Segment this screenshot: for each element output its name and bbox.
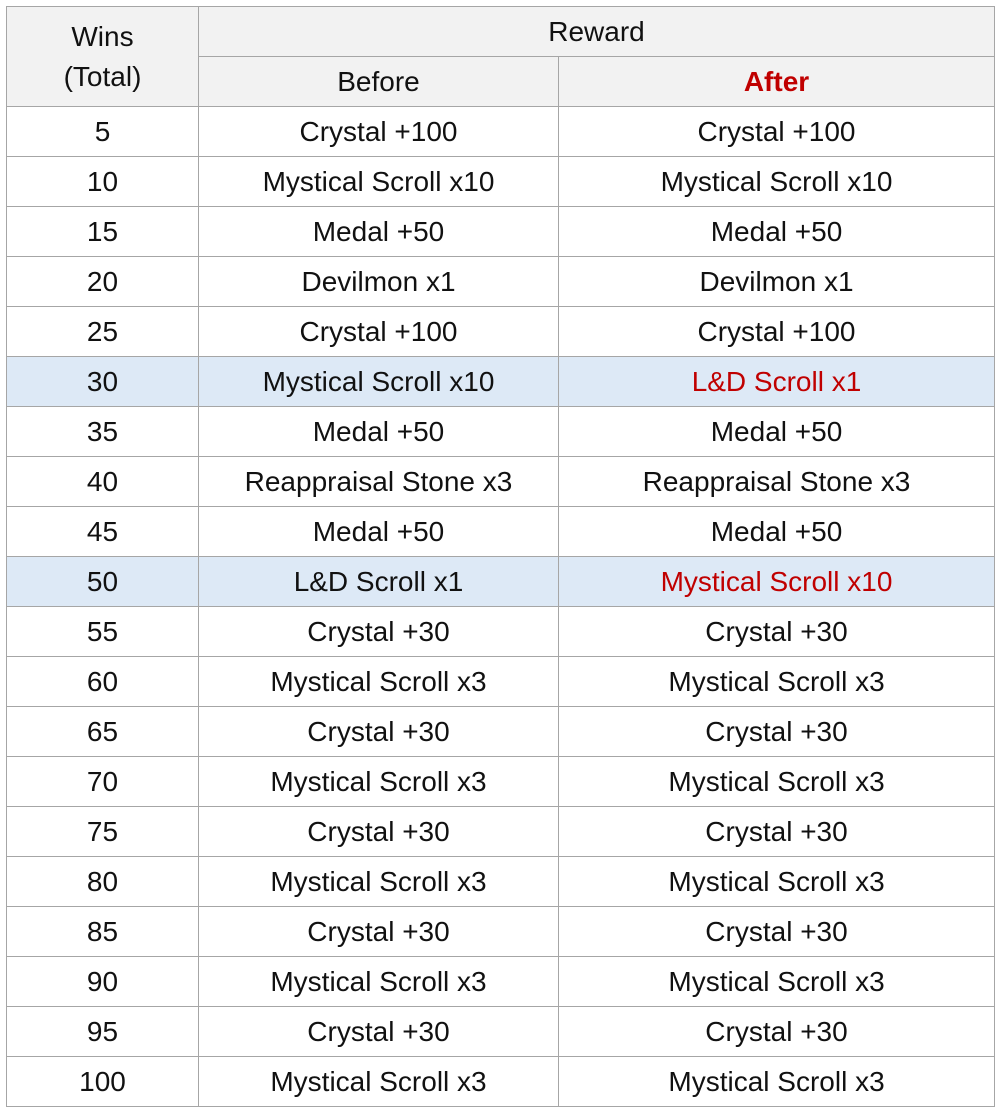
table-row: 60 Mystical Scroll x3 Mystical Scroll x3 — [6, 656, 996, 707]
table-row: 95 Crystal +30 Crystal +30 — [6, 1006, 996, 1057]
wins-cell: 30 — [6, 356, 199, 407]
table-row: 85 Crystal +30 Crystal +30 — [6, 906, 996, 957]
wins-cell: 70 — [6, 756, 199, 807]
before-cell: Crystal +30 — [198, 806, 559, 857]
wins-cell: 80 — [6, 856, 199, 907]
after-cell: Mystical Scroll x3 — [557, 756, 996, 807]
after-cell: Mystical Scroll x3 — [557, 656, 996, 707]
after-cell: Medal +50 — [557, 206, 996, 257]
before-cell: Mystical Scroll x3 — [198, 656, 559, 707]
table-row: 10 Mystical Scroll x10 Mystical Scroll x10 — [6, 156, 996, 207]
before-cell: Medal +50 — [198, 506, 559, 557]
wins-cell: 45 — [6, 506, 199, 557]
table-row: 50 L&D Scroll x1 Mystical Scroll x10 — [6, 556, 996, 607]
wins-cell: 40 — [6, 456, 199, 507]
after-cell: Crystal +30 — [557, 706, 996, 757]
header-row: Wins (Total) Reward — [6, 6, 996, 107]
wins-cell: 90 — [6, 956, 199, 1007]
before-cell: Medal +50 — [198, 406, 559, 457]
wins-cell: 95 — [6, 1006, 199, 1057]
before-cell: Reappraisal Stone x3 — [198, 456, 559, 507]
wins-cell: 75 — [6, 806, 199, 857]
before-cell: Mystical Scroll x10 — [198, 156, 559, 207]
after-cell: Devilmon x1 — [557, 256, 996, 307]
reward-header: Reward — [197, 6, 996, 57]
before-cell: Crystal +100 — [198, 306, 559, 357]
wins-cell: 85 — [6, 906, 199, 957]
wins-cell: 5 — [6, 106, 199, 157]
after-cell: Crystal +100 — [557, 106, 996, 157]
after-cell: Crystal +30 — [557, 906, 996, 957]
after-cell: Mystical Scroll x3 — [557, 856, 996, 907]
table-header: Wins (Total) Reward Before After — [6, 6, 996, 107]
after-cell: Medal +50 — [557, 406, 996, 457]
wins-cell: 25 — [6, 306, 199, 357]
table-body: 5 Crystal +100 Crystal +100 10 Mystical Scro… — [6, 106, 996, 1107]
after-cell: Medal +50 — [557, 506, 996, 557]
table-row: 45 Medal +50 Medal +50 — [6, 506, 996, 557]
header-row: Before After — [7, 56, 996, 107]
wins-cell: 50 — [6, 556, 199, 607]
before-cell: Crystal +30 — [198, 606, 559, 657]
table-row: 40 Reappraisal Stone x3 Reappraisal Stone … — [6, 456, 996, 507]
table-row: 15 Medal +50 Medal +50 — [6, 206, 996, 257]
table-row: 20 Devilmon x1 Devilmon x1 — [6, 256, 996, 307]
after-cell: Crystal +100 — [557, 306, 996, 357]
after-cell: Crystal +30 — [557, 606, 996, 657]
before-cell: Crystal +30 — [198, 906, 559, 957]
table-row: 90 Mystical Scroll x3 Mystical Scroll x3 — [6, 956, 996, 1007]
before-cell: Crystal +30 — [198, 706, 559, 757]
after-cell: Mystical Scroll x10 — [557, 556, 996, 607]
after-cell: Crystal +30 — [557, 1006, 996, 1057]
table-row: 25 Crystal +100 Crystal +100 — [6, 306, 996, 357]
table-row: 35 Medal +50 Medal +50 — [6, 406, 996, 457]
after-cell: Mystical Scroll x10 — [557, 156, 996, 207]
before-cell: Mystical Scroll x10 — [198, 356, 559, 407]
after-cell: Crystal +30 — [557, 806, 996, 857]
after-cell: Reappraisal Stone x3 — [557, 456, 996, 507]
before-cell: Devilmon x1 — [198, 256, 559, 307]
wins-cell: 20 — [6, 256, 199, 307]
after-cell: L&D Scroll x1 — [557, 356, 996, 407]
table-row: 100 Mystical Scroll x3 Mystical Scroll x3 — [6, 1056, 996, 1107]
wins-cell: 100 — [6, 1056, 199, 1107]
before-header: Before — [198, 56, 559, 107]
reward-table: Wins (Total) Reward Before After 5 Crysta… — [6, 6, 996, 1107]
wins-cell: 60 — [6, 656, 199, 707]
table-row: 65 Crystal +30 Crystal +30 — [6, 706, 996, 757]
wins-cell: 35 — [6, 406, 199, 457]
after-cell: Mystical Scroll x3 — [557, 1056, 996, 1107]
before-cell: L&D Scroll x1 — [198, 556, 559, 607]
table-row: 5 Crystal +100 Crystal +100 — [6, 106, 996, 157]
table-row: 55 Crystal +30 Crystal +30 — [6, 606, 996, 657]
before-cell: Mystical Scroll x3 — [198, 856, 559, 907]
wins-cell: 55 — [6, 606, 199, 657]
table-row: 30 Mystical Scroll x10 L&D Scroll x1 — [6, 356, 996, 407]
table-row: 70 Mystical Scroll x3 Mystical Scroll x3 — [6, 756, 996, 807]
before-cell: Crystal +30 — [198, 1006, 559, 1057]
table-row: 80 Mystical Scroll x3 Mystical Scroll x3 — [6, 856, 996, 907]
after-header: After — [557, 56, 996, 107]
before-cell: Mystical Scroll x3 — [198, 756, 559, 807]
wins-cell: 10 — [6, 156, 199, 207]
before-cell: Mystical Scroll x3 — [198, 956, 559, 1007]
wins-cell: 65 — [6, 706, 199, 757]
after-cell: Mystical Scroll x3 — [557, 956, 996, 1007]
before-cell: Medal +50 — [198, 206, 559, 257]
before-cell: Mystical Scroll x3 — [198, 1056, 559, 1107]
wins-header: Wins (Total) — [6, 6, 199, 107]
before-cell: Crystal +100 — [198, 106, 559, 157]
wins-cell: 15 — [6, 206, 199, 257]
table-row: 75 Crystal +30 Crystal +30 — [6, 806, 996, 857]
